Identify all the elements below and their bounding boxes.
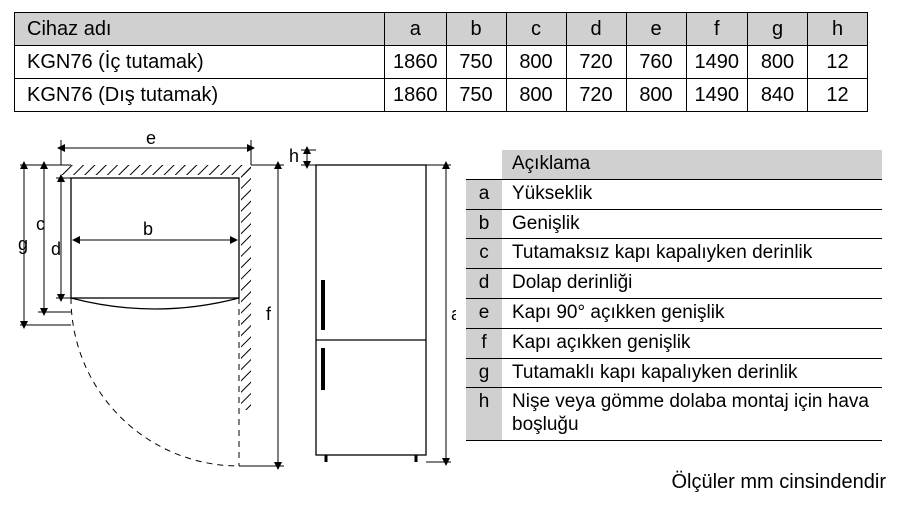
legend-row: aYükseklik [466,179,882,209]
dim-header-c: c [506,13,566,46]
dimension-diagram: e b g c d h [16,130,456,470]
legend-row: eKapı 90° açıkken genişlik [466,298,882,328]
legend-header-title: Açıklama [502,150,882,179]
dim-header-f: f [686,13,748,46]
units-footnote: Ölçüler mm cinsindendir [671,471,886,494]
dim-header-b: b [446,13,506,46]
legend-row: fKapı açıkken genişlik [466,328,882,358]
svg-text:a: a [451,304,456,324]
front-view: h a [289,146,456,462]
dim-header-h: h [808,13,868,46]
dim-header-e: e [626,13,686,46]
dim-header-d: d [566,13,626,46]
table-row: KGN76 (Dış tutamak) 1860 750 800 720 800… [15,79,868,112]
dim-header-g: g [748,13,808,46]
top-view: e b g c d [18,130,251,466]
svg-text:b: b [143,219,153,239]
legend-header-empty [466,150,502,179]
legend-row: cTutamaksız kapı kapalıyken derinlik [466,239,882,269]
svg-text:e: e [146,130,156,148]
legend-row: bGenişlik [466,209,882,239]
dim-header-name: Cihaz adı [15,13,385,46]
table-row: KGN76 (İç tutamak) 1860 750 800 720 760 … [15,46,868,79]
legend-row: gTutamaklı kapı kapalıyken derinlik [466,358,882,388]
svg-text:d: d [51,239,61,259]
row1-name: KGN76 (Dış tutamak) [15,79,385,112]
legend-table: Açıklama aYükseklik bGenişlik cTutamaksı… [466,150,882,441]
svg-text:g: g [18,234,28,254]
svg-text:h: h [289,146,299,166]
legend-row: hNişe veya gömme dolaba montaj için hava… [466,388,882,441]
row0-name: KGN76 (İç tutamak) [15,46,385,79]
svg-text:f: f [266,304,272,324]
dim-header-a: a [385,13,447,46]
svg-text:c: c [36,214,45,234]
dimensions-table: Cihaz adı a b c d e f g h KGN76 (İç tuta… [14,12,868,112]
legend-row: dDolap derinliği [466,269,882,299]
